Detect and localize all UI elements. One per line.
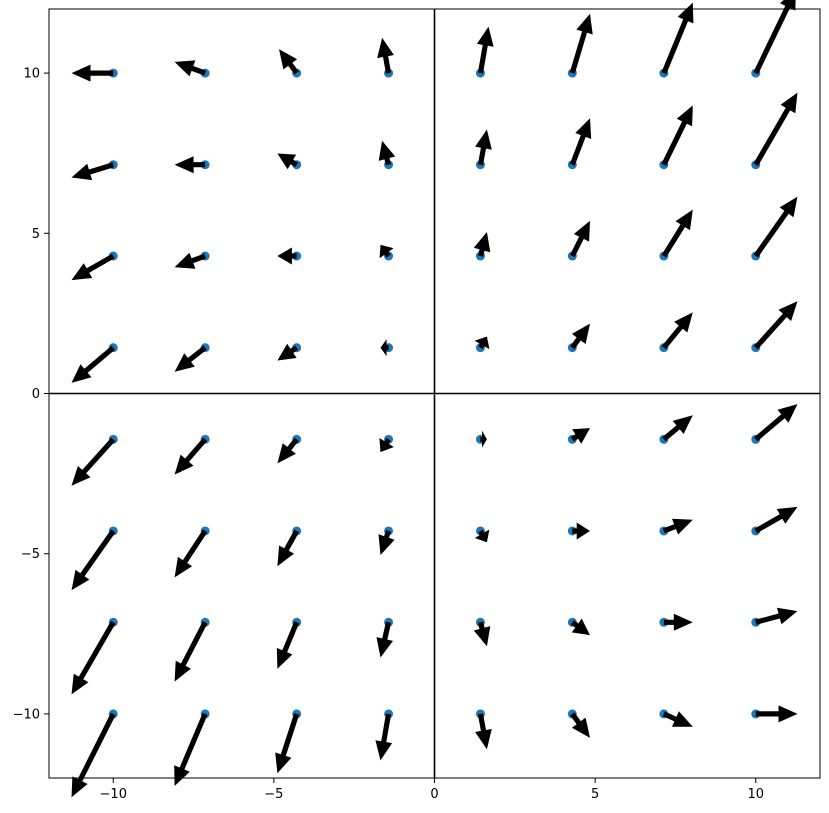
vector-arrow xyxy=(572,522,590,540)
x-tick-label: 5 xyxy=(591,787,599,802)
vector-arrow xyxy=(661,209,693,258)
vector-arrow xyxy=(377,37,394,74)
vector-arrow xyxy=(375,713,393,761)
vector-arrow xyxy=(376,621,393,658)
vector-arrow xyxy=(473,621,491,647)
vector-arrow xyxy=(71,712,116,798)
vector-arrow xyxy=(662,415,693,442)
vector-arrow xyxy=(475,713,492,750)
vector-arrow xyxy=(71,529,116,591)
vector-arrow xyxy=(279,49,299,75)
vector-arrow xyxy=(474,336,490,350)
vector-arrow xyxy=(174,60,206,77)
vector-arrow xyxy=(174,345,207,372)
y-tick-label: 5 xyxy=(32,227,40,242)
vector-arrow xyxy=(379,437,394,453)
vector-arrow xyxy=(663,613,693,631)
vector-arrow xyxy=(277,529,299,567)
vector-arrow xyxy=(71,253,115,281)
arrow-vectors xyxy=(71,0,798,798)
vector-arrow xyxy=(174,621,208,682)
vector-arrow xyxy=(753,301,798,350)
vector-arrow xyxy=(570,428,590,444)
y-tick-label: −10 xyxy=(13,707,40,722)
vector-arrow xyxy=(753,92,798,166)
vector-arrow xyxy=(570,323,590,350)
vector-arrow xyxy=(276,621,300,669)
vector-arrow xyxy=(71,162,114,181)
vector-arrow xyxy=(476,26,494,74)
plot-area xyxy=(49,9,820,778)
x-tick-label: 0 xyxy=(430,787,438,802)
vector-arrow xyxy=(570,220,590,258)
vector-arrow xyxy=(755,705,798,723)
y-tick-label: 10 xyxy=(23,67,40,82)
vector-arrow xyxy=(661,2,694,75)
vector-arrow xyxy=(570,712,590,738)
vector-arrow xyxy=(71,345,115,383)
vector-arrow xyxy=(71,437,116,486)
vector-arrow xyxy=(277,437,299,464)
x-tick-label: 10 xyxy=(747,787,764,802)
vector-arrow xyxy=(378,140,396,166)
vector-arrow xyxy=(174,529,208,578)
vector-arrow xyxy=(570,618,590,636)
y-axis-ticks: −10 −5 0 5 10 xyxy=(13,67,49,722)
x-tick-label: −5 xyxy=(264,787,283,802)
vector-arrow xyxy=(174,712,208,786)
vector-arrow xyxy=(473,232,491,257)
vector-arrow xyxy=(380,339,389,357)
vector-arrow xyxy=(277,343,299,361)
vector-arrow xyxy=(662,518,693,535)
vector-arrow xyxy=(277,247,297,265)
y-tick-label: −5 xyxy=(21,547,40,562)
vector-arrow xyxy=(754,404,798,442)
vector-arrow xyxy=(275,713,300,774)
vector-arrow xyxy=(661,105,693,166)
vector-arrow xyxy=(754,506,798,534)
vector-arrow xyxy=(379,244,394,259)
vector-arrow xyxy=(753,0,796,75)
vector-arrow xyxy=(662,711,693,727)
vector-arrow xyxy=(569,13,593,74)
vector-arrow xyxy=(474,529,490,543)
y-tick-label: 0 xyxy=(32,387,40,402)
vector-arrow xyxy=(71,64,114,82)
vector-arrow xyxy=(569,118,592,166)
vector-arrow xyxy=(378,530,395,555)
vector-arrow xyxy=(661,312,693,350)
vector-arrow xyxy=(71,621,116,695)
vector-arrow xyxy=(277,153,298,170)
x-axis-ticks: −10 −5 0 5 10 xyxy=(100,778,764,802)
vector-arrow xyxy=(174,437,208,475)
vector-arrow xyxy=(753,196,798,258)
vector-arrow xyxy=(755,607,798,625)
vector-arrow xyxy=(174,156,206,174)
vector-arrow xyxy=(174,252,206,269)
vector-arrow xyxy=(475,129,492,166)
x-tick-label: −10 xyxy=(100,787,127,802)
vector-arrow xyxy=(480,430,487,448)
